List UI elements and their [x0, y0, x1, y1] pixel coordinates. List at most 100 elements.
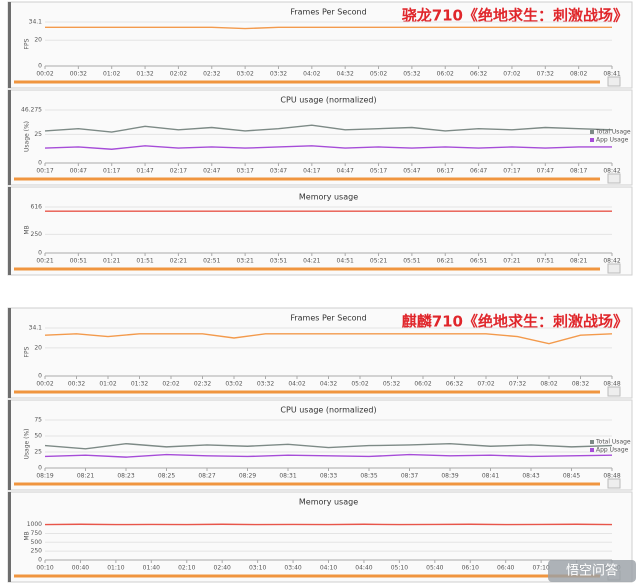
- y-tick-label: 500: [31, 539, 43, 546]
- data-line: [44, 124, 613, 133]
- y-axis-label: FPS: [24, 38, 31, 49]
- watermark: 悟空问答: [566, 563, 618, 579]
- x-tick-label: 02:40: [214, 565, 231, 572]
- x-tick-label: 08:21: [77, 473, 94, 480]
- x-tick-label: 06:32: [446, 381, 463, 388]
- x-tick-label: 02:32: [203, 71, 220, 78]
- zoom-button: [607, 76, 621, 87]
- legend-label: App Usage: [596, 447, 629, 454]
- panel: [7, 186, 633, 276]
- x-tick-label: 07:47: [537, 168, 554, 175]
- x-tick-label: 07:21: [503, 258, 520, 265]
- x-tick-label: 03:10: [249, 565, 266, 572]
- x-tick-label: 06:32: [470, 71, 487, 78]
- y-tick-label: 34.1: [29, 325, 43, 332]
- x-tick-label: 05:02: [351, 381, 368, 388]
- data-line: [44, 442, 613, 450]
- x-tick-label: 03:47: [270, 168, 287, 175]
- x-tick-label: 01:32: [136, 71, 153, 78]
- x-tick-label: 07:32: [509, 381, 526, 388]
- x-tick-label: 00:10: [36, 565, 53, 572]
- x-tick-label: 05:51: [403, 258, 420, 265]
- x-tick-label: 08:23: [117, 473, 134, 480]
- x-tick-label: 05:40: [426, 565, 443, 572]
- y-axis-label: FPS: [24, 346, 31, 357]
- legend-swatch: [590, 448, 594, 452]
- x-tick-label: 01:47: [136, 168, 153, 175]
- x-tick-label: 06:40: [497, 565, 514, 572]
- x-tick-label: 07:02: [477, 381, 494, 388]
- x-tick-label: 08:02: [540, 381, 557, 388]
- legend-swatch: [590, 440, 594, 444]
- panel-edge: [8, 492, 11, 582]
- panel: [7, 1, 633, 89]
- x-tick-label: 08:27: [198, 473, 215, 480]
- x-tick-label: 04:21: [303, 258, 320, 265]
- x-tick-label: 06:02: [437, 71, 454, 78]
- x-tick-label: 04:10: [320, 565, 337, 572]
- y-tick-label: 750: [31, 530, 43, 537]
- x-tick-label: 02:17: [170, 168, 187, 175]
- x-tick-label: 03:32: [257, 381, 274, 388]
- x-tick-label: 05:17: [370, 168, 387, 175]
- x-tick-label: 08:45: [563, 473, 580, 480]
- x-tick-label: 08:33: [320, 473, 337, 480]
- x-tick-label: 07:32: [537, 71, 554, 78]
- chart-title: Frames Per Second: [290, 314, 366, 323]
- x-tick-label: 06:02: [414, 381, 431, 388]
- x-tick-label: 08:21: [570, 258, 587, 265]
- y-axis-label: Usage (%): [24, 121, 31, 152]
- x-tick-label: 05:21: [370, 258, 387, 265]
- x-tick-label: 01:40: [143, 565, 160, 572]
- x-tick-label: 04:32: [337, 71, 354, 78]
- x-tick-label: 01:17: [103, 168, 120, 175]
- x-tick-label: 08:29: [239, 473, 256, 480]
- x-tick-label: 08:41: [482, 473, 499, 480]
- panel-edge: [8, 308, 11, 398]
- x-tick-label: 02:47: [203, 168, 220, 175]
- panel: [7, 307, 633, 399]
- panel-edge: [8, 2, 11, 88]
- x-tick-label: 05:32: [403, 71, 420, 78]
- x-tick-label: 01:02: [103, 71, 120, 78]
- y-tick-label: 46.275: [21, 107, 42, 114]
- x-tick-label: 07:17: [503, 168, 520, 175]
- x-tick-label: 06:47: [470, 168, 487, 175]
- y-tick-label: 25: [34, 131, 42, 138]
- data-line: [44, 333, 613, 345]
- x-tick-label: 01:10: [107, 565, 124, 572]
- x-tick-label: 02:32: [194, 381, 211, 388]
- x-tick-label: 02:02: [162, 381, 179, 388]
- panel-edge: [8, 187, 11, 275]
- x-tick-label: 05:02: [370, 71, 387, 78]
- x-tick-label: 07:02: [503, 71, 520, 78]
- panel: [7, 89, 633, 186]
- annotation: 麒麟710《绝地求生：刺激战场》: [402, 313, 628, 331]
- x-tick-label: 05:10: [391, 565, 408, 572]
- x-tick-label: 00:40: [72, 565, 89, 572]
- x-tick-label: 03:21: [236, 258, 253, 265]
- x-tick-label: 02:02: [170, 71, 187, 78]
- x-tick-label: 00:02: [36, 71, 53, 78]
- annotation: 骁龙710《绝地求生：刺激战场》: [402, 7, 628, 25]
- y-tick-label: 75: [34, 417, 42, 424]
- chart-title: Frames Per Second: [290, 8, 366, 17]
- x-tick-label: 08:48: [603, 473, 620, 480]
- x-tick-label: 08:43: [522, 473, 539, 480]
- y-tick-label: 616: [31, 204, 43, 211]
- x-tick-label: 03:02: [225, 381, 242, 388]
- data-line: [44, 145, 612, 150]
- y-axis-label: MB: [24, 531, 31, 540]
- y-tick-label: 0: [38, 63, 42, 70]
- x-tick-label: 00:51: [70, 258, 87, 265]
- zoom-button: [607, 478, 621, 489]
- zoom-button: [607, 263, 621, 274]
- x-tick-label: 04:51: [337, 258, 354, 265]
- y-axis-label: Usage (%): [24, 429, 31, 460]
- data-line: [45, 26, 612, 30]
- x-tick-label: 05:32: [383, 381, 400, 388]
- y-tick-label: 25: [34, 449, 42, 456]
- x-tick-label: 01:02: [99, 381, 116, 388]
- x-tick-label: 08:02: [570, 71, 587, 78]
